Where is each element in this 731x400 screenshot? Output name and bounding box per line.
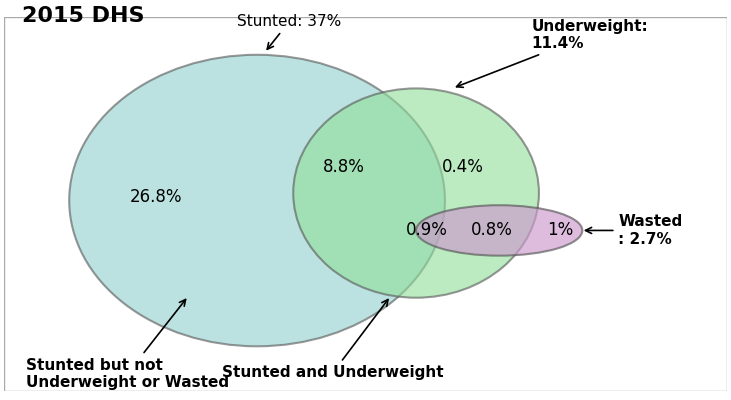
Text: 2015 DHS: 2015 DHS — [22, 6, 145, 26]
Text: Stunted and Underweight: Stunted and Underweight — [222, 300, 444, 380]
Ellipse shape — [293, 88, 539, 298]
Text: Wasted
: 2.7%: Wasted : 2.7% — [586, 214, 683, 247]
Ellipse shape — [416, 205, 583, 256]
Text: 0.8%: 0.8% — [471, 222, 513, 240]
Text: Stunted: 37%: Stunted: 37% — [238, 14, 342, 49]
Text: Stunted but not
Underweight or Wasted: Stunted but not Underweight or Wasted — [26, 300, 229, 390]
Ellipse shape — [69, 55, 445, 346]
Text: 8.8%: 8.8% — [323, 158, 365, 176]
Text: 1%: 1% — [548, 222, 574, 240]
Text: 26.8%: 26.8% — [129, 188, 182, 206]
Bar — [4, 17, 727, 391]
Text: 0.9%: 0.9% — [406, 222, 448, 240]
Text: 0.4%: 0.4% — [442, 158, 484, 176]
Text: Underweight:
11.4%: Underweight: 11.4% — [457, 19, 648, 87]
